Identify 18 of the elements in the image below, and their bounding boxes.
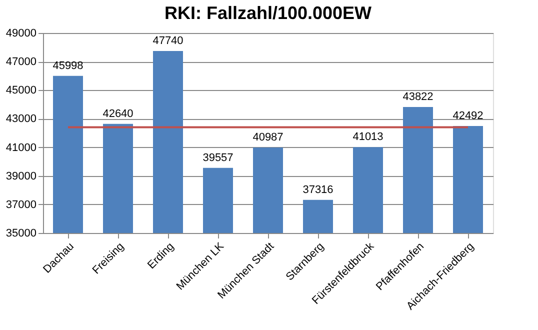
data-label: 45998 — [52, 60, 84, 72]
y-tick-label: 37000 — [6, 198, 36, 211]
data-label: 39557 — [202, 152, 234, 164]
data-label: 47740 — [152, 35, 184, 47]
y-tick-label: 49000 — [6, 28, 36, 40]
y-tick-label: 45000 — [6, 84, 36, 97]
data-label: 42492 — [452, 110, 484, 122]
y-tick-label: 35000 — [6, 228, 36, 240]
y-tick-label: 39000 — [6, 170, 36, 182]
y-tick-label: 47000 — [6, 56, 36, 68]
data-label: 41013 — [352, 131, 384, 144]
data-label: 43822 — [402, 90, 434, 103]
data-label: 37316 — [302, 184, 334, 196]
data-label: 42640 — [102, 108, 134, 120]
chart-title: RKI: Fallzahl/100.000EW — [164, 3, 372, 23]
y-tick-label: 41000 — [6, 142, 36, 154]
y-tick-label: 43000 — [6, 113, 36, 126]
data-label: 40987 — [252, 131, 284, 144]
